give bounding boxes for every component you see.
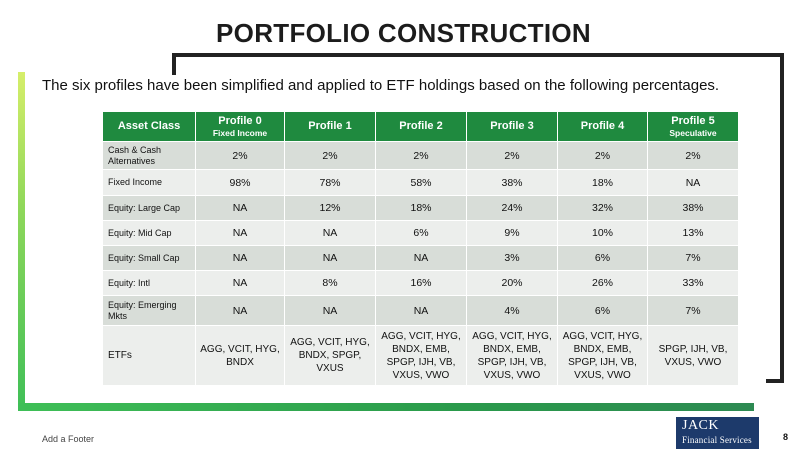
table-row: Equity: Large Cap NA 12% 18% 24% 32% 38% [102,195,739,221]
row-label: Equity: Mid Cap [102,220,196,246]
table-cell: NA [647,169,739,196]
page-title: PORTFOLIO CONSTRUCTION [216,18,591,48]
table-cell: NA [284,245,376,271]
table-cell: NA [195,295,285,326]
column-header-profile-2: Profile 2 [375,111,467,142]
table-cell: 18% [557,169,648,196]
table-cell: NA [375,245,467,271]
table-header-row: Asset Class Profile 0 Fixed Income Profil… [102,111,739,142]
column-header-profile-4: Profile 4 [557,111,648,142]
table-cell: 10% [557,220,648,246]
footer-text: Add a Footer [42,434,95,444]
table-cell: NA [195,270,285,296]
table-cell: 2% [466,141,558,170]
table-cell: AGG, VCIT, HYG, BNDX, EMB, SPGP, IJH, VB… [375,325,467,386]
row-label: Equity: Large Cap [102,195,196,221]
table-cell: 7% [647,245,739,271]
table-cell: NA [375,295,467,326]
table-cell: 38% [466,169,558,196]
table-cell: NA [195,220,285,246]
table-cell: 4% [466,295,558,326]
table-row: Equity: Emerging Mkts NA NA NA 4% 6% 7% [102,295,739,326]
table-cell: 12% [284,195,376,221]
allocation-table: Asset Class Profile 0 Fixed Income Profil… [102,111,739,386]
table-cell: 16% [375,270,467,296]
accent-bar-left [18,72,25,410]
table-row: Cash & Cash Alternatives 2% 2% 2% 2% 2% … [102,141,739,170]
page-number: 8 [783,432,789,442]
frame-line-top-tick [172,53,176,75]
table-cell: 78% [284,169,376,196]
table-cell: NA [284,220,376,246]
table-cell: 24% [466,195,558,221]
table-cell: NA [195,245,285,271]
row-label: Equity: Small Cap [102,245,196,271]
table-row: Equity: Intl NA 8% 16% 20% 26% 33% [102,270,739,296]
table-row: Equity: Mid Cap NA NA 6% 9% 10% 13% [102,220,739,246]
table-cell: 98% [195,169,285,196]
table-cell: 6% [375,220,467,246]
column-header-profile-1: Profile 1 [284,111,376,142]
row-label: Fixed Income [102,169,196,196]
table-cell: 6% [557,295,648,326]
frame-line-right [780,53,784,383]
table-cell: AGG, VCIT, HYG, BNDX, SPGP, VXUS [284,325,376,386]
table-cell: 2% [375,141,467,170]
frame-line-bottom-tick [766,379,784,383]
logo-line-2: Financial Services [682,435,752,445]
table-cell: AGG, VCIT, HYG, BNDX, EMB, SPGP, IJH, VB… [466,325,558,386]
table-cell: 26% [557,270,648,296]
table-cell: 8% [284,270,376,296]
row-label: Cash & Cash Alternatives [102,141,196,170]
column-header-profile-3: Profile 3 [466,111,558,142]
table-cell: 18% [375,195,467,221]
table-cell: 3% [466,245,558,271]
table-cell: 2% [557,141,648,170]
company-logo: JACK Financial Services [676,417,759,449]
intro-text: The six profiles have been simplified an… [42,77,720,94]
table-cell: 2% [647,141,739,170]
table-cell: 2% [195,141,285,170]
row-label: Equity: Emerging Mkts [102,295,196,326]
table-cell: AGG, VCIT, HYG, BNDX, EMB, SPGP, IJH, VB… [557,325,648,386]
table-cell: 13% [647,220,739,246]
row-label: Equity: Intl [102,270,196,296]
column-header-profile-0: Profile 0 Fixed Income [195,111,285,142]
table-cell: NA [284,295,376,326]
table-cell: SPGP, IJH, VB, VXUS, VWO [647,325,739,386]
table-cell: 33% [647,270,739,296]
column-header-profile-5: Profile 5 Speculative [647,111,739,142]
table-cell: NA [195,195,285,221]
table-cell: 58% [375,169,467,196]
table-cell: 6% [557,245,648,271]
table-row-etfs: ETFs AGG, VCIT, HYG, BNDX AGG, VCIT, HYG… [102,325,739,386]
table-cell: 2% [284,141,376,170]
table-cell: 32% [557,195,648,221]
table-cell: 20% [466,270,558,296]
accent-bar-bottom [18,403,754,411]
table-cell: AGG, VCIT, HYG, BNDX [195,325,285,386]
frame-line-top [172,53,784,57]
table-cell: 9% [466,220,558,246]
row-label: ETFs [102,325,196,386]
logo-line-1: JACK [682,418,720,433]
column-header-asset-class: Asset Class [102,111,196,142]
table-row: Fixed Income 98% 78% 58% 38% 18% NA [102,169,739,196]
table-cell: 38% [647,195,739,221]
table-cell: 7% [647,295,739,326]
table-row: Equity: Small Cap NA NA NA 3% 6% 7% [102,245,739,271]
